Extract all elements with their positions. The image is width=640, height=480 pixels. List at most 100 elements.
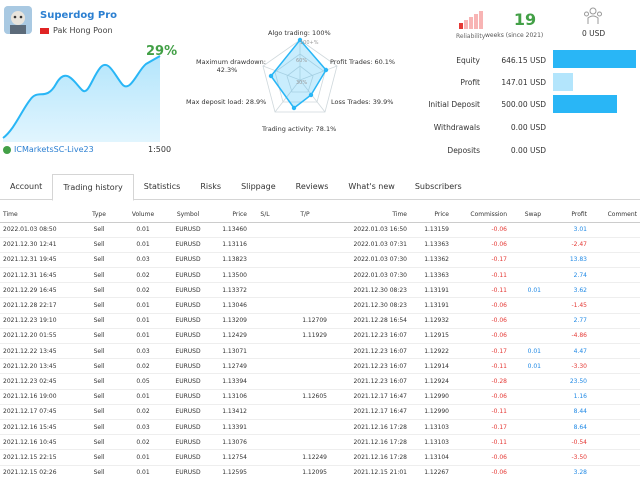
cell-comment [590, 313, 640, 329]
cell-symbol: EURUSD [166, 328, 210, 345]
verified-check-icon [3, 145, 11, 154]
cell-swap [510, 373, 544, 390]
tab-slippage[interactable]: Slippage [241, 182, 276, 191]
col-swap[interactable]: Swap [510, 208, 544, 223]
col-symbol[interactable]: Symbol [166, 208, 210, 223]
table-row[interactable]: 2021.12.30 12:41 Sell 0.01 EURUSD 1.13116 202… [0, 237, 640, 253]
tab-subscribers[interactable]: Subscribers [414, 182, 462, 191]
table-row[interactable]: 2021.12.16 19:00 Sell 0.01 EURUSD 1.13106 1.1… [0, 389, 640, 405]
tab-reviews[interactable]: Reviews [295, 182, 329, 191]
avatar[interactable] [4, 6, 32, 34]
cell-tp [280, 343, 330, 360]
cell-close-price: 1.13103 [410, 419, 452, 436]
cell-open-time: 2021.12.22 13:45 [0, 343, 78, 360]
reliability-bars-icon [459, 11, 483, 29]
col-close-time[interactable]: Time [330, 208, 410, 223]
cell-commission: -0.28 [452, 373, 510, 390]
cell-profit: 8.44 [544, 404, 590, 420]
cell-commission: -0.06 [452, 328, 510, 345]
trading-history-table: Time Type Volume Symbol Price S/L T/P Ti… [0, 208, 640, 480]
cell-volume: 0.03 [120, 343, 166, 360]
table-row[interactable]: 2021.12.15 02:26 Sell 0.01 EURUSD 1.12595 1.1… [0, 465, 640, 480]
tab-statistics[interactable]: Statistics [143, 182, 181, 191]
max-dd-value: 42.3% [216, 66, 238, 74]
table-row[interactable]: 2021.12.22 13:45 Sell 0.03 EURUSD 1.13071 202… [0, 343, 640, 360]
cell-type: Sell [78, 267, 120, 284]
server-info[interactable]: ICMarketsSC-Live23 [3, 145, 94, 154]
tab-account[interactable]: Account [10, 182, 43, 191]
cell-comment [590, 465, 640, 480]
cell-volume: 0.05 [120, 373, 166, 390]
col-price[interactable]: Price [210, 208, 250, 223]
equity-value: 646.15 USD [501, 56, 546, 65]
cell-open-time: 2021.12.16 10:45 [0, 434, 78, 451]
cell-volume: 0.01 [120, 297, 166, 314]
cell-commission: -0.06 [452, 465, 510, 480]
cell-open-time: 2021.12.17 07:45 [0, 404, 78, 420]
col-tp[interactable]: T/P [280, 208, 330, 223]
cell-symbol: EURUSD [166, 237, 210, 253]
cell-volume: 0.02 [120, 358, 166, 375]
table-row[interactable]: 2021.12.15 22:15 Sell 0.01 EURUSD 1.12754 1.1… [0, 449, 640, 466]
cell-close-time: 2021.12.30 08:23 [330, 297, 410, 314]
cell-tp [280, 237, 330, 253]
table-row[interactable]: 2021.12.23 19:10 Sell 0.01 EURUSD 1.13209 1.1… [0, 313, 640, 329]
cell-open-price: 1.13823 [210, 252, 250, 269]
table-row[interactable]: 2021.12.31 16:45 Sell 0.02 EURUSD 1.13500 202… [0, 267, 640, 284]
col-close-price[interactable]: Price [410, 208, 452, 223]
cell-open-time: 2021.12.16 19:00 [0, 389, 78, 405]
table-row[interactable]: 2021.12.28 22:17 Sell 0.01 EURUSD 1.13046 202… [0, 297, 640, 314]
table-row[interactable]: 2021.12.20 01:55 Sell 0.01 EURUSD 1.12429 1.1… [0, 328, 640, 345]
cell-symbol: EURUSD [166, 389, 210, 405]
col-profit[interactable]: Profit [544, 208, 590, 223]
col-comment[interactable]: Comment [590, 208, 640, 223]
cell-volume: 0.03 [120, 419, 166, 436]
cell-type: Sell [78, 373, 120, 390]
table-row[interactable]: 2021.12.31 19:45 Sell 0.03 EURUSD 1.13823 202… [0, 252, 640, 269]
cell-profit: 8.64 [544, 419, 590, 436]
cell-commission: -0.17 [452, 343, 510, 360]
cell-tp [280, 297, 330, 314]
col-time[interactable]: Time [0, 208, 78, 223]
cell-type: Sell [78, 297, 120, 314]
cell-open-price: 1.13116 [210, 237, 250, 253]
cell-profit: 3.01 [544, 222, 590, 238]
cell-close-price: 1.12922 [410, 343, 452, 360]
tab-trading-history[interactable]: Trading history [52, 174, 134, 201]
cell-open-time: 2021.12.29 16:45 [0, 282, 78, 299]
withdrawals-value: 0.00 USD [510, 123, 546, 132]
col-type[interactable]: Type [78, 208, 120, 223]
owner-label: Pak Hong Poon [53, 26, 113, 35]
table-row[interactable]: 2021.12.17 07:45 Sell 0.02 EURUSD 1.13412 202… [0, 404, 640, 420]
col-sl[interactable]: S/L [250, 208, 280, 223]
cell-commission: -0.06 [452, 313, 510, 329]
cell-commission: -0.11 [452, 282, 510, 299]
cell-open-time: 2021.12.31 19:45 [0, 252, 78, 269]
table-row[interactable]: 2021.12.23 02:45 Sell 0.05 EURUSD 1.13394 202… [0, 373, 640, 390]
signal-title[interactable]: Superdog Pro [40, 10, 117, 21]
tab-risks[interactable]: Risks [200, 182, 222, 191]
cell-profit: -3.30 [544, 358, 590, 375]
cell-sl [250, 404, 280, 420]
cell-close-time: 2021.12.16 17:28 [330, 419, 410, 436]
table-row[interactable]: 2021.12.16 10:45 Sell 0.02 EURUSD 1.13076 202… [0, 434, 640, 451]
cell-comment [590, 282, 640, 299]
cell-close-price: 1.13104 [410, 449, 452, 466]
table-row[interactable]: 2021.12.20 13:45 Sell 0.02 EURUSD 1.12749 202… [0, 358, 640, 375]
cell-symbol: EURUSD [166, 373, 210, 390]
tab-whats-new[interactable]: What's new [348, 182, 395, 191]
cell-symbol: EURUSD [166, 313, 210, 329]
owner-name[interactable]: Pak Hong Poon [40, 26, 113, 35]
col-volume[interactable]: Volume [120, 208, 166, 223]
table-row[interactable]: 2021.12.16 15:45 Sell 0.03 EURUSD 1.13391 202… [0, 419, 640, 436]
cell-commission: -0.06 [452, 222, 510, 238]
cell-swap [510, 237, 544, 253]
cell-type: Sell [78, 449, 120, 466]
cell-swap [510, 419, 544, 436]
cell-open-price: 1.13046 [210, 297, 250, 314]
cell-profit: 1.16 [544, 389, 590, 405]
cell-type: Sell [78, 222, 120, 238]
table-row[interactable]: 2021.12.29 16:45 Sell 0.02 EURUSD 1.13372 202… [0, 282, 640, 299]
col-commission[interactable]: Commission [452, 208, 510, 223]
table-row[interactable]: 2022.01.03 08:50 Sell 0.01 EURUSD 1.13460 202… [0, 222, 640, 238]
